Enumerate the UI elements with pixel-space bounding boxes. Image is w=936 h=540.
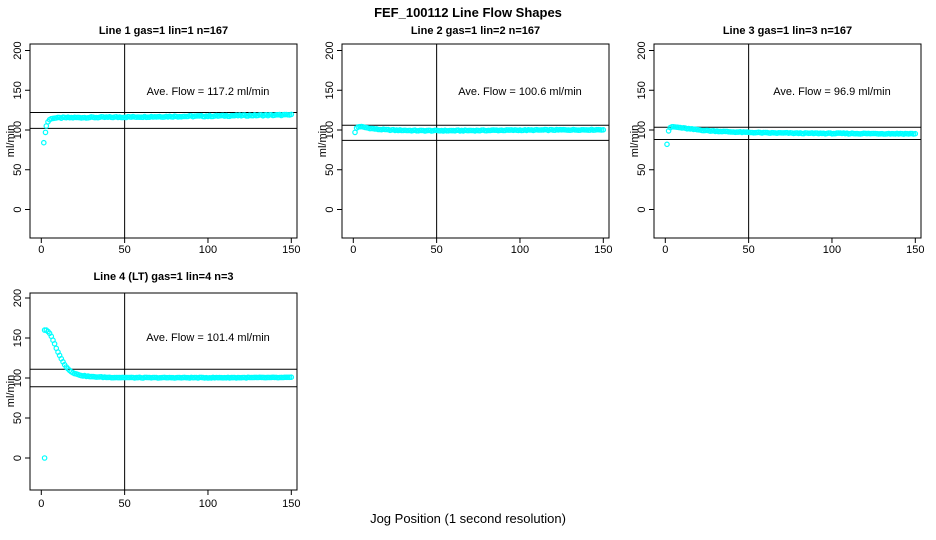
x-tick-label: 150 <box>594 244 612 256</box>
panel-plot-line2: 0 50 100 150 200 0 50 100 150 <box>324 41 612 256</box>
panel-plot-line3: 0 50 100 150 200 0 50 100 150 <box>636 41 924 256</box>
data-point <box>664 141 670 148</box>
y-tick-label: 200 <box>324 41 336 59</box>
y-axis-label-line3: ml/min <box>629 124 641 158</box>
ave-flow-annotation-line1: Ave. Flow = 117.2 ml/min <box>146 86 270 98</box>
y-tick-label: 50 <box>636 164 648 176</box>
panel-title-line4: Line 4 (LT) gas=1 lin=4 n=3 <box>93 271 234 283</box>
x-tick-label: 0 <box>350 244 356 256</box>
ave-flow-annotation-line2: Ave. Flow = 100.6 ml/min <box>458 86 582 98</box>
y-axis-label-line1: ml/min <box>5 124 17 158</box>
plot-box <box>29 43 298 239</box>
panel-title-line1: Line 1 gas=1 lin=1 n=167 <box>98 25 229 37</box>
ave-flow-annotation-line4: Ave. Flow = 101.4 ml/min <box>146 332 270 344</box>
plot-box <box>29 292 298 491</box>
x-axis-label: Jog Position (1 second resolution) <box>370 511 566 526</box>
y-axis-label-line4: ml/min <box>5 374 17 408</box>
data-point <box>288 374 295 381</box>
x-tick-label: 100 <box>823 244 841 256</box>
x-tick-label: 150 <box>282 498 300 510</box>
x-tick-label: 50 <box>119 498 131 510</box>
data-point <box>600 127 607 133</box>
y-tick-label: 150 <box>324 81 336 99</box>
y-tick-label: 100 <box>636 121 648 139</box>
figure-title: FEF_100112 Line Flow Shapes <box>374 5 562 20</box>
x-tick-label: 150 <box>906 244 924 256</box>
panel-plot-line1: 0 50 100 150 200 0 50 100 150 <box>12 41 300 256</box>
data-point <box>288 111 295 118</box>
y-tick-label: 100 <box>12 121 24 139</box>
y-tick-label: 50 <box>12 412 24 424</box>
y-tick-label: 50 <box>324 164 336 176</box>
data-point <box>352 129 358 136</box>
data-point <box>40 139 47 146</box>
x-tick-label: 0 <box>38 244 44 256</box>
y-tick-label: 150 <box>12 329 24 347</box>
y-tick-label: 100 <box>12 369 24 387</box>
y-tick-label: 200 <box>12 289 24 307</box>
y-tick-label: 0 <box>324 206 336 212</box>
y-tick-label: 150 <box>12 81 24 99</box>
y-tick-label: 150 <box>636 81 648 99</box>
plot-box <box>653 43 922 239</box>
x-tick-label: 100 <box>199 498 217 510</box>
ave-flow-annotation-line3: Ave. Flow = 96.9 ml/min <box>773 86 891 98</box>
x-tick-label: 150 <box>282 244 300 256</box>
x-tick-label: 50 <box>431 244 443 256</box>
y-axis-label-line2: ml/min <box>317 124 329 158</box>
x-tick-label: 0 <box>38 498 44 510</box>
y-tick-label: 200 <box>12 41 24 59</box>
x-tick-label: 50 <box>743 244 755 256</box>
y-tick-label: 200 <box>636 41 648 59</box>
y-tick-label: 100 <box>324 121 336 139</box>
panel-title-line3: Line 3 gas=1 lin=3 n=167 <box>722 25 853 37</box>
data-point <box>42 129 49 136</box>
panel-title-line2: Line 2 gas=1 lin=2 n=167 <box>410 25 541 37</box>
y-tick-label: 0 <box>12 206 24 212</box>
data-point <box>912 130 919 137</box>
data-point <box>51 340 58 347</box>
x-tick-label: 100 <box>511 244 529 256</box>
y-tick-label: 50 <box>12 164 24 176</box>
plot-box <box>341 43 610 239</box>
data-point <box>41 455 48 461</box>
x-tick-label: 100 <box>199 244 217 256</box>
y-tick-label: 0 <box>636 206 648 212</box>
panel-plot-line4: 0 50 100 150 200 0 50 100 150 <box>12 289 300 510</box>
x-tick-label: 50 <box>119 244 131 256</box>
x-tick-label: 0 <box>662 244 668 256</box>
y-tick-label: 0 <box>12 455 24 461</box>
